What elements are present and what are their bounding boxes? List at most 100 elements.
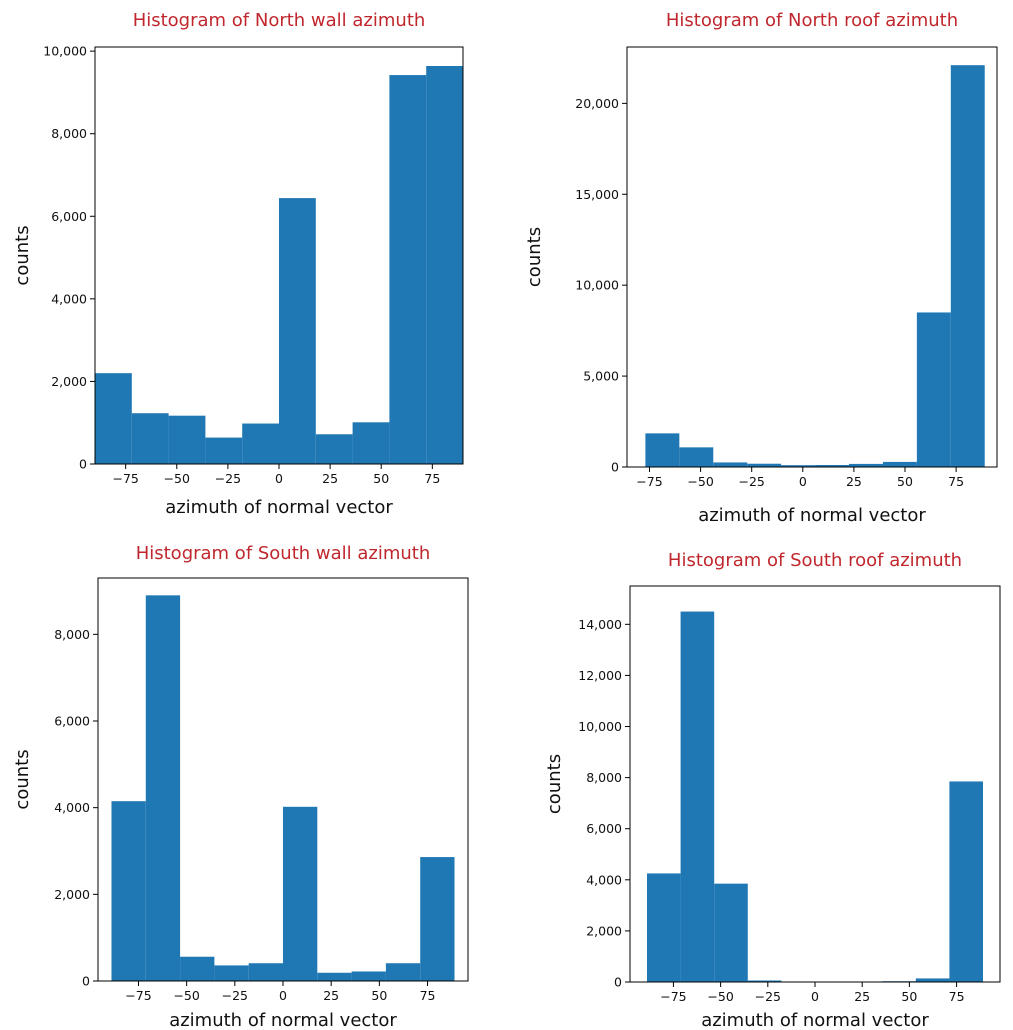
plot-frame	[626, 46, 998, 468]
chart-panel-4: −75 −50 −25 0 25 50 75 0 2,000 4,000 6,000 8,000 10,…	[544, 550, 1001, 1030]
y-tick-label: 8,000	[54, 627, 90, 642]
histogram-bar	[645, 433, 680, 467]
histogram-bar	[426, 65, 463, 465]
x-tick-label: −50	[173, 988, 199, 1003]
x-tick-label: 75	[949, 989, 965, 1004]
y-tick-label: 0	[79, 457, 87, 472]
x-tick-label: 25	[854, 989, 870, 1004]
x-tick-label: −25	[739, 474, 765, 489]
y-axis-label: counts	[12, 225, 33, 285]
histogram-bar	[747, 463, 782, 467]
y-tick-label: 6,000	[586, 821, 622, 836]
histogram-bar	[168, 415, 206, 464]
histogram-bar	[389, 75, 427, 464]
y-axis-label: counts	[524, 227, 545, 287]
y-tick-label: 2,000	[586, 923, 622, 938]
y-tick-label: 10,000	[578, 719, 622, 734]
histogram-bar	[95, 373, 132, 464]
y-tick-label: 12,000	[578, 668, 622, 683]
histogram-bar	[713, 462, 748, 467]
chart-panel-3: −75 −50 −25 0 25 50 75 0 2,000 4,000 6,000 8,000 His…	[12, 543, 469, 1030]
x-axis-label: azimuth of normal vector	[701, 1010, 929, 1030]
x-tick-label: −25	[215, 471, 241, 486]
x-tick-label: 0	[811, 989, 819, 1004]
histogram-bar	[420, 857, 455, 981]
x-tick-label: 50	[371, 988, 387, 1003]
y-tick-label: 0	[82, 974, 90, 989]
x-tick-label: 25	[323, 988, 339, 1003]
x-axis-label: azimuth of normal vector	[169, 1010, 397, 1030]
x-tick-label: −75	[125, 988, 151, 1003]
y-tick-label: 2,000	[51, 374, 87, 389]
chart-panel-2: −75 −50 −25 0 25 50 75 0 5,000 10,000 15,000 20,000…	[524, 10, 998, 526]
x-tick-label: 0	[799, 474, 807, 489]
y-tick-label: 0	[611, 460, 619, 475]
histogram-bar	[915, 978, 950, 982]
bar-group	[95, 65, 463, 465]
x-tick-label: −25	[755, 989, 781, 1004]
histogram-bar	[351, 971, 386, 981]
chart-title: Histogram of South wall azimuth	[136, 543, 431, 564]
x-tick-label: −25	[222, 988, 248, 1003]
x-tick-label: −50	[707, 989, 733, 1004]
chart-panel-1: −75 −50 −25 0 25 50 75 0 2,000 4,000 6,000 8,000 10,…	[12, 10, 464, 518]
x-tick-label: 0	[279, 988, 287, 1003]
chart-title: Histogram of North roof azimuth	[666, 10, 958, 31]
histogram-bar	[145, 595, 181, 981]
x-tick-label: 50	[373, 471, 389, 486]
x-tick-label: 25	[322, 471, 338, 486]
y-tick-label: 14,000	[578, 617, 622, 632]
histogram-bar	[131, 413, 169, 464]
y-axis-label: counts	[12, 749, 33, 809]
y-tick-label: 10,000	[43, 44, 87, 59]
histogram-bar	[283, 806, 318, 981]
y-tick-label: 0	[614, 975, 622, 990]
histogram-bar	[317, 972, 352, 981]
histogram-bar	[849, 463, 883, 467]
y-tick-label: 4,000	[54, 800, 90, 815]
histogram-bar	[180, 956, 215, 981]
y-tick-label: 10,000	[575, 278, 619, 293]
x-tick-label: 25	[846, 474, 862, 489]
y-tick-label: 5,000	[583, 369, 619, 384]
bar-group	[111, 595, 455, 981]
histogram-bar	[352, 422, 390, 464]
x-axis-label: azimuth of normal vector	[165, 497, 393, 518]
histogram-bar	[950, 65, 985, 468]
y-tick-label: 6,000	[54, 714, 90, 729]
x-tick-label: 50	[897, 474, 913, 489]
histogram-bar	[111, 801, 146, 981]
y-tick-label: 2,000	[54, 887, 90, 902]
x-tick-label: −75	[660, 989, 686, 1004]
histogram-bar	[680, 611, 715, 982]
y-axis-label: counts	[544, 754, 565, 814]
histogram-bar	[882, 461, 917, 467]
chart-title: Histogram of South roof azimuth	[668, 550, 962, 571]
histogram-bar	[781, 465, 816, 467]
chart-title: Histogram of North wall azimuth	[133, 10, 426, 31]
histogram-bar	[279, 198, 316, 465]
x-tick-label: 75	[420, 988, 436, 1003]
bar-group	[645, 65, 985, 468]
x-tick-label: −75	[112, 471, 138, 486]
histogram-bar	[714, 883, 748, 982]
histogram-bar	[385, 963, 421, 981]
histogram-bar	[815, 465, 849, 467]
histogram-bar	[214, 965, 249, 981]
x-tick-label: 75	[424, 471, 440, 486]
histogram-bar	[242, 423, 279, 464]
x-axis-label: azimuth of normal vector	[698, 505, 926, 526]
x-tick-label: −50	[687, 474, 713, 489]
histogram-bar	[916, 312, 951, 467]
histogram-bar	[949, 781, 984, 982]
x-tick-label: −50	[164, 471, 190, 486]
bar-group	[646, 611, 984, 982]
x-tick-label: 75	[948, 474, 964, 489]
y-tick-label: 8,000	[51, 126, 87, 141]
y-tick-label: 4,000	[51, 291, 87, 306]
y-tick-label: 20,000	[575, 96, 619, 111]
histogram-bar	[315, 434, 353, 464]
y-tick-label: 15,000	[575, 187, 619, 202]
histogram-bar	[205, 437, 243, 464]
